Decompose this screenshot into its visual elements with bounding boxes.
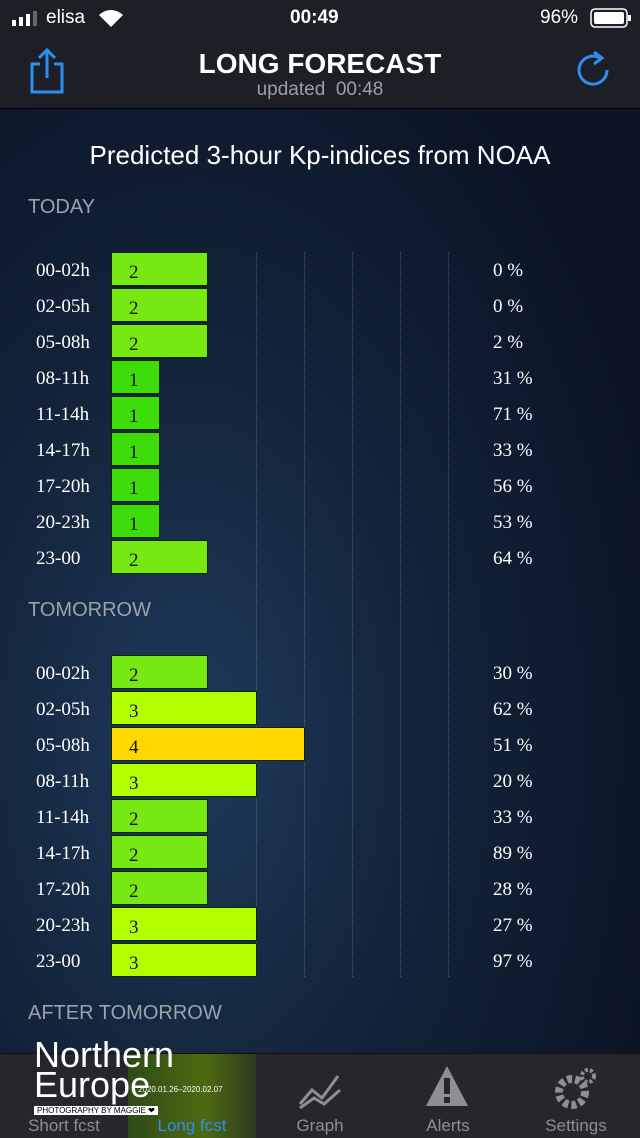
watermark: Northern Europe xyxy=(34,1034,175,1105)
clock: 00:49 xyxy=(290,7,339,28)
tab-label[interactable]: Short fcst xyxy=(28,1116,100,1135)
grid-line xyxy=(448,252,449,977)
probability: 71 % xyxy=(493,404,533,425)
time-label: 17-20h xyxy=(36,476,90,497)
section-title: TODAY xyxy=(28,196,96,218)
time-label: 23-00 xyxy=(36,951,81,972)
kp-bar: 2 xyxy=(111,655,208,689)
selected-tab-bg xyxy=(128,1054,256,1138)
time-label: 05-08h xyxy=(36,735,90,756)
time-label: 08-11h xyxy=(36,771,90,792)
tab-label[interactable]: Graph xyxy=(296,1116,344,1135)
time-label: 00-02h xyxy=(36,260,90,281)
watermark-line1: Northern xyxy=(34,1034,175,1075)
kp-bar: 2 xyxy=(111,324,208,358)
tab-label[interactable]: Alerts xyxy=(426,1116,470,1135)
battery-level: 96% xyxy=(540,7,579,28)
kp-bar: 3 xyxy=(111,943,257,977)
signal-icon xyxy=(12,11,37,26)
probability: 0 % xyxy=(493,296,524,317)
settings-icon xyxy=(555,1068,596,1109)
nav-subtitle: updated 00:48 xyxy=(256,79,384,100)
kp-bar: 2 xyxy=(111,835,208,869)
time-label: 02-05h xyxy=(36,296,90,317)
time-label: 17-20h xyxy=(36,879,90,900)
time-label: 08-11h xyxy=(36,368,90,389)
section-title: TOMORROW xyxy=(28,599,151,621)
time-label: 23-00 xyxy=(36,548,81,569)
tab-bar xyxy=(0,1053,640,1138)
nav-bar: LONG FORECAST updated 00:48 xyxy=(0,36,640,109)
probability: 2 % xyxy=(493,332,524,353)
time-label: 11-14h xyxy=(36,404,90,425)
probability: 33 % xyxy=(493,440,533,461)
probability: 89 % xyxy=(493,843,533,864)
grid-line xyxy=(256,252,257,977)
probability: 20 % xyxy=(493,771,533,792)
probability: 62 % xyxy=(493,699,533,720)
kp-bar: 3 xyxy=(111,691,257,725)
kp-bar: 1 xyxy=(111,432,160,466)
time-label: 05-08h xyxy=(36,332,90,353)
carrier: elisa xyxy=(46,7,86,28)
watermark-credit: PHOTOGRAPHY BY MAGGIE ❤ xyxy=(34,1106,158,1115)
share-button[interactable] xyxy=(28,48,68,94)
time-label: 14-17h xyxy=(36,440,90,461)
probability: 28 % xyxy=(493,879,533,900)
time-label: 20-23h xyxy=(36,512,90,533)
section-title: AFTER TOMORROW xyxy=(28,1002,222,1024)
probability: 31 % xyxy=(493,368,533,389)
kp-bar: 1 xyxy=(111,504,160,538)
time-label: 02-05h xyxy=(36,699,90,720)
alerts-icon xyxy=(426,1066,468,1106)
probability: 0 % xyxy=(493,260,524,281)
kp-bar: 3 xyxy=(111,763,257,797)
wifi-icon xyxy=(99,10,123,27)
refresh-button[interactable] xyxy=(574,50,614,90)
tab-label[interactable]: Long fcst xyxy=(157,1116,227,1135)
time-label: 00-02h xyxy=(36,663,90,684)
watermark-dates: 2020.01.26–2020.02.07 xyxy=(138,1085,223,1094)
kp-bar: 2 xyxy=(111,871,208,905)
probability: 30 % xyxy=(493,663,533,684)
kp-bar: 2 xyxy=(111,252,208,286)
time-label: 20-23h xyxy=(36,915,90,936)
heading: Predicted 3-hour Kp-indices from NOAA xyxy=(89,140,551,170)
graph-icon xyxy=(298,1075,341,1110)
grid-line xyxy=(352,252,353,977)
probability: 27 % xyxy=(493,915,533,936)
probability: 64 % xyxy=(493,548,533,569)
kp-bar: 2 xyxy=(111,540,208,574)
grid-line xyxy=(400,252,401,977)
status-bar: elisa 00:49 96% xyxy=(0,0,640,36)
kp-bar: 1 xyxy=(111,396,160,430)
time-label: 11-14h xyxy=(36,807,90,828)
probability: 51 % xyxy=(493,735,533,756)
time-label: 14-17h xyxy=(36,843,90,864)
kp-bar: 2 xyxy=(111,799,208,833)
probability: 53 % xyxy=(493,512,533,533)
battery-icon xyxy=(590,8,631,28)
kp-bar: 3 xyxy=(111,907,257,941)
kp-bar: 1 xyxy=(111,360,160,394)
nav-title: LONG FORECAST xyxy=(198,48,442,79)
kp-bar: 1 xyxy=(111,468,160,502)
probability: 33 % xyxy=(493,807,533,828)
probability: 97 % xyxy=(493,951,533,972)
kp-bar: 2 xyxy=(111,288,208,322)
grid-line xyxy=(304,252,305,977)
tab-label[interactable]: Settings xyxy=(545,1116,607,1135)
kp-bar: 4 xyxy=(111,727,305,761)
watermark-line2: Europe xyxy=(34,1064,151,1105)
probability: 56 % xyxy=(493,476,533,497)
